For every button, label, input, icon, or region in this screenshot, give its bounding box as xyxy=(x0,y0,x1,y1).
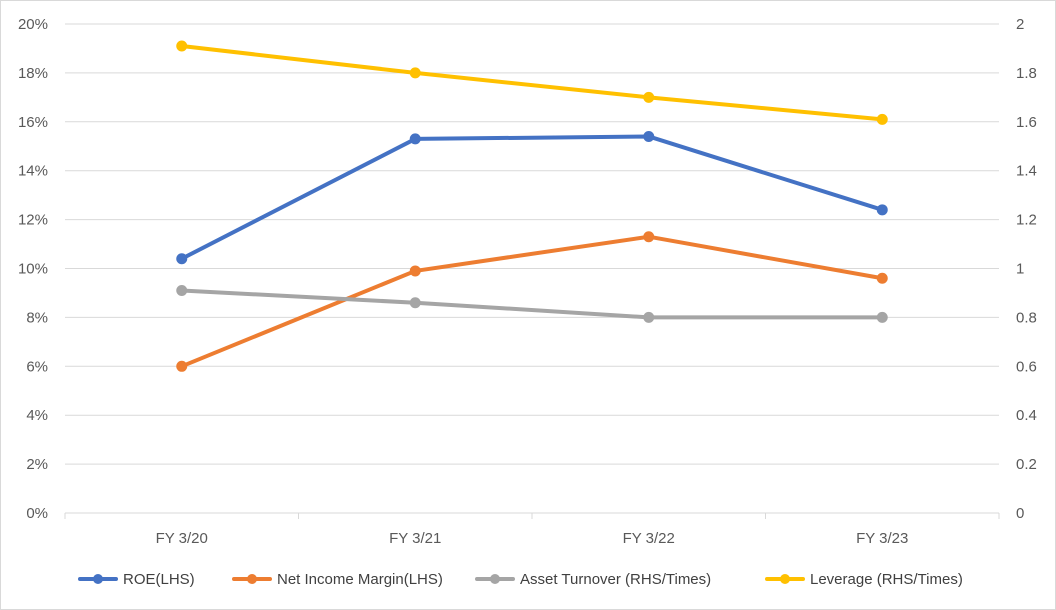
right-y-tick-label: 1 xyxy=(1016,261,1024,278)
legend-swatch-marker xyxy=(490,574,500,584)
left-y-tick-label: 2% xyxy=(26,456,48,473)
series-line xyxy=(179,134,885,261)
legend: ROE(LHS) Net Income Margin(LHS) Asset Turn… xyxy=(78,571,963,588)
series-lines xyxy=(176,40,888,372)
data-point xyxy=(409,133,421,145)
gridlines xyxy=(65,23,999,465)
series-0 xyxy=(176,130,888,265)
data-point xyxy=(876,204,888,216)
left-y-tick-label: 20% xyxy=(18,16,48,33)
data-point xyxy=(176,360,188,372)
legend-label: Leverage (RHS/Times) xyxy=(810,571,963,588)
left-y-tick-label: 12% xyxy=(18,212,48,229)
legend-label: Asset Turnover (RHS/Times) xyxy=(520,571,711,588)
series-3 xyxy=(176,40,888,125)
x-tick-label: FY 3/21 xyxy=(389,530,441,547)
legend-entry: Asset Turnover (RHS/Times) xyxy=(475,571,711,588)
series-line xyxy=(179,234,885,369)
right-y-tick-label: 1.8 xyxy=(1016,65,1037,82)
data-point xyxy=(876,311,888,323)
left-y-tick-label: 10% xyxy=(18,261,48,278)
series-1 xyxy=(176,231,888,372)
legend-label: ROE(LHS) xyxy=(123,571,195,588)
right-y-tick-label: 1.2 xyxy=(1016,212,1037,229)
data-point xyxy=(409,297,421,309)
legend-swatch-marker xyxy=(93,574,103,584)
left-y-tick-label: 18% xyxy=(18,65,48,82)
right-y-tick-label: 0.6 xyxy=(1016,358,1037,375)
data-point xyxy=(409,265,421,277)
legend-entry: Net Income Margin(LHS) xyxy=(232,571,443,588)
data-point xyxy=(176,40,188,52)
x-tick-label: FY 3/20 xyxy=(156,530,208,547)
right-y-tick-label: 2 xyxy=(1016,16,1024,33)
series-2 xyxy=(176,285,888,323)
right-y-tick-label: 0 xyxy=(1016,505,1024,522)
legend-swatch-marker xyxy=(247,574,257,584)
data-point xyxy=(409,67,421,79)
right-y-tick-label: 1.4 xyxy=(1016,163,1037,180)
legend-label: Net Income Margin(LHS) xyxy=(277,571,443,588)
x-tick-label: FY 3/22 xyxy=(623,530,675,547)
data-point xyxy=(643,311,655,323)
left-y-tick-label: 0% xyxy=(26,505,48,522)
right-y-tick-label: 0.2 xyxy=(1016,456,1037,473)
data-point xyxy=(643,130,655,142)
left-y-tick-label: 4% xyxy=(26,407,48,424)
right-y-tick-label: 1.6 xyxy=(1016,114,1037,131)
right-y-tick-label: 0.8 xyxy=(1016,309,1037,326)
x-tick-label: FY 3/23 xyxy=(856,530,908,547)
left-y-tick-label: 6% xyxy=(26,358,48,375)
data-point xyxy=(643,91,655,103)
right-y-axis-ticks: 0 0.2 0.4 0.6 0.8 1 1.2 1.4 1.6 1.8 2 xyxy=(1016,16,1037,522)
left-y-tick-label: 14% xyxy=(18,163,48,180)
data-point xyxy=(876,272,888,284)
right-y-tick-label: 0.4 xyxy=(1016,407,1037,424)
x-axis-ticks: FY 3/20 FY 3/21 FY 3/22 FY 3/23 xyxy=(156,530,909,547)
data-point xyxy=(643,231,655,243)
legend-swatch-marker xyxy=(780,574,790,584)
data-point xyxy=(876,113,888,125)
data-point xyxy=(176,285,188,297)
legend-entry: ROE(LHS) xyxy=(78,571,195,588)
series-line xyxy=(179,44,885,122)
legend-entry: Leverage (RHS/Times) xyxy=(765,571,963,588)
left-y-tick-label: 16% xyxy=(18,114,48,131)
data-point xyxy=(176,253,188,265)
left-y-tick-label: 8% xyxy=(26,309,48,326)
left-y-axis-ticks: 0% 2% 4% 6% 8% 10% 12% 14% 16% 18% 20% xyxy=(18,16,48,522)
series-line xyxy=(179,288,885,320)
x-axis xyxy=(64,512,1000,519)
